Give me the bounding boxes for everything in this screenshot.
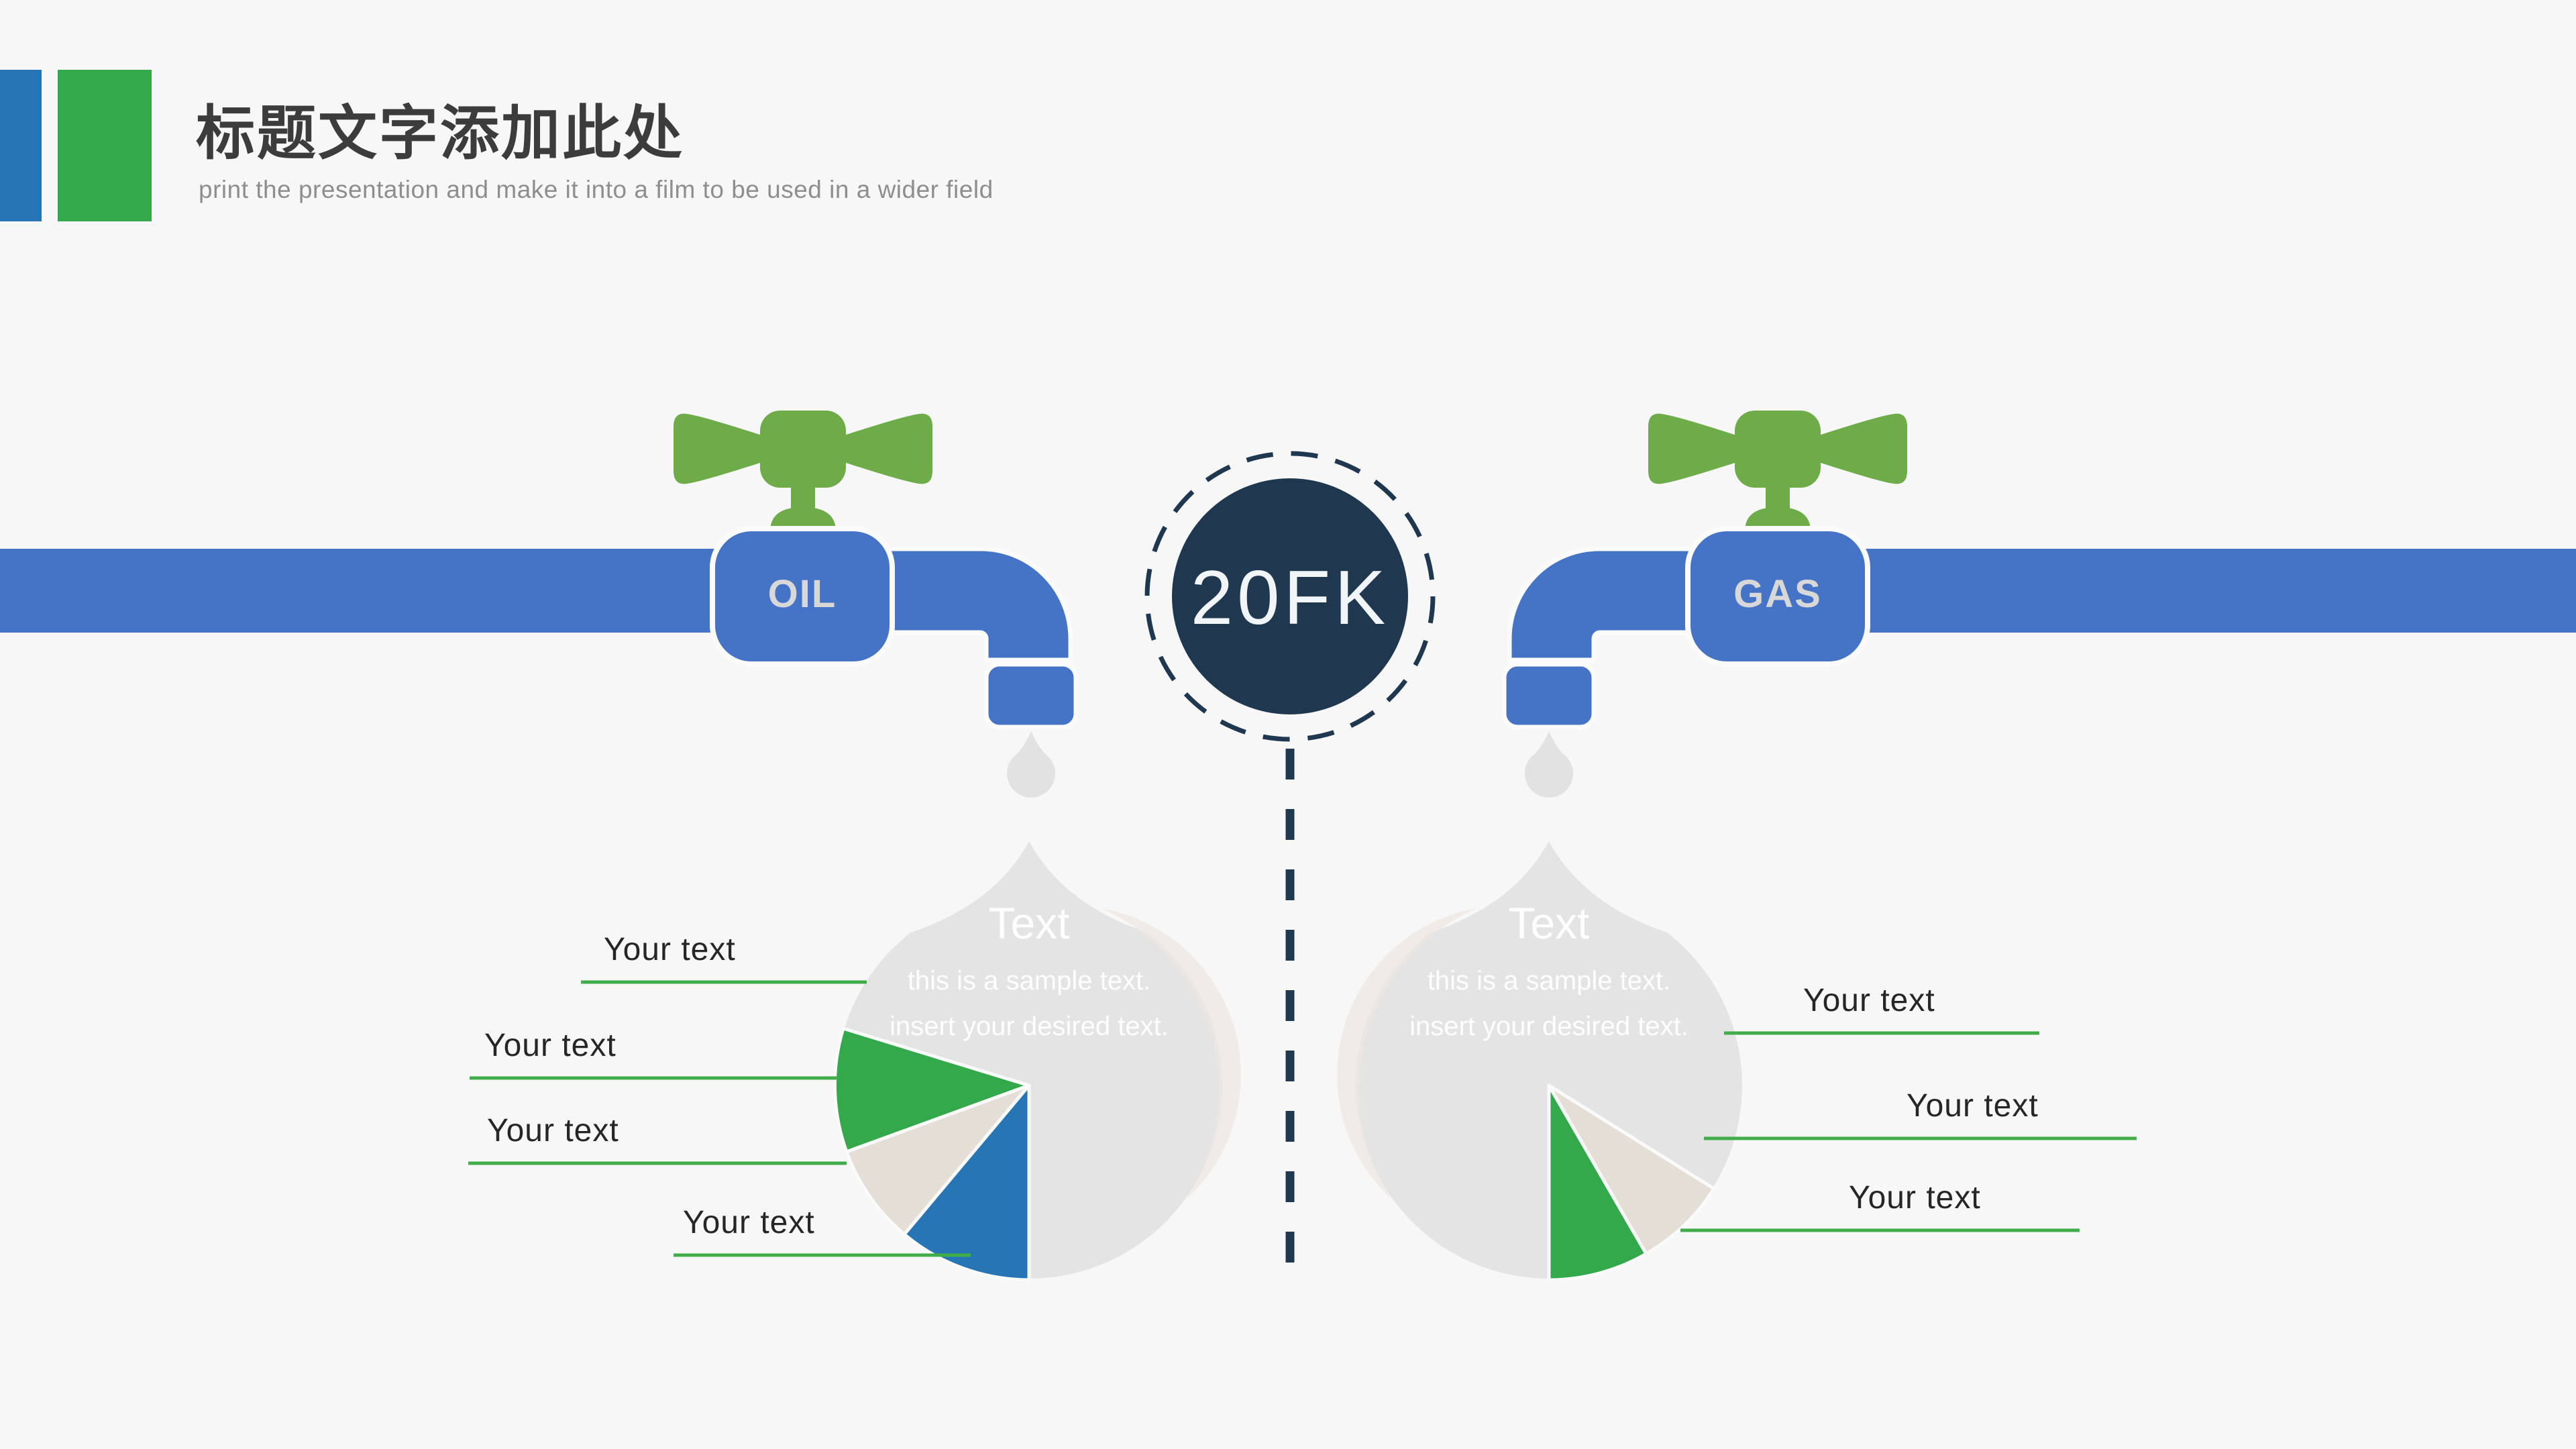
spout-tip xyxy=(1501,661,1597,730)
drop-highlight xyxy=(1102,908,1241,1199)
drop-sample-line: this is a sample text. xyxy=(1427,966,1671,996)
drop-gas xyxy=(1337,841,1742,1282)
valve-handle-right-wing-icon xyxy=(1821,413,1907,484)
spout-tip xyxy=(983,661,1079,730)
slide-subtitle: print the presentation and make it into … xyxy=(199,176,994,203)
badge-dashed-ring xyxy=(1144,451,1436,742)
pipe-right xyxy=(1862,549,2576,633)
drop-sample-line: insert your desired text. xyxy=(1409,1012,1688,1041)
pie-slice-beige xyxy=(845,1083,1031,1236)
label-your-text: Your text xyxy=(487,1113,619,1148)
valve-handle-center-icon xyxy=(1735,411,1821,488)
water-drip-icon xyxy=(1525,731,1574,798)
accent-bar-blue xyxy=(0,70,42,221)
pie-slice-green xyxy=(833,1026,1031,1154)
drop-sample-line: insert your desired text. xyxy=(890,1012,1169,1041)
badge-circle xyxy=(1172,478,1408,714)
label-your-text: Your text xyxy=(1907,1088,2039,1124)
valve-handle-center-icon xyxy=(760,411,846,488)
faucet-oil xyxy=(674,411,1079,798)
drop-sample-line: this is a sample text. xyxy=(907,966,1151,996)
valve-handle-right-wing-icon xyxy=(846,413,932,484)
drop-highlight xyxy=(1337,908,1477,1199)
valve-handle-left-wing-icon xyxy=(1648,413,1735,484)
label-your-text: Your text xyxy=(683,1205,815,1240)
valve-body-gas xyxy=(1685,526,1870,667)
valve-handle-left-wing-icon xyxy=(674,413,760,484)
badge-text: 20FK xyxy=(1190,555,1390,641)
drop-oil xyxy=(833,841,1241,1282)
water-drip-icon xyxy=(1007,731,1055,798)
faucet-spout xyxy=(884,546,1073,663)
label-your-text: Your text xyxy=(1849,1180,1981,1216)
faucet-gas xyxy=(1501,411,1907,798)
accent-bar-green xyxy=(58,70,152,221)
label-your-text: Your text xyxy=(604,932,736,967)
label-your-text: Your text xyxy=(1803,983,1935,1018)
pie-slice-green xyxy=(1547,1083,1648,1282)
label-your-text: Your text xyxy=(484,1028,616,1063)
drop-title: Text xyxy=(1508,898,1590,948)
valve-body-oil xyxy=(710,526,895,667)
valve-label-gas: GAS xyxy=(1733,572,1822,616)
pipe-left xyxy=(0,549,721,633)
pie-slice-beige xyxy=(1547,1083,1716,1256)
pie-slice-blue xyxy=(902,1083,1031,1282)
drop-title: Text xyxy=(988,898,1070,948)
slide-title: 标题文字添加此处 xyxy=(196,100,685,166)
valve-label-oil: OIL xyxy=(767,572,837,616)
